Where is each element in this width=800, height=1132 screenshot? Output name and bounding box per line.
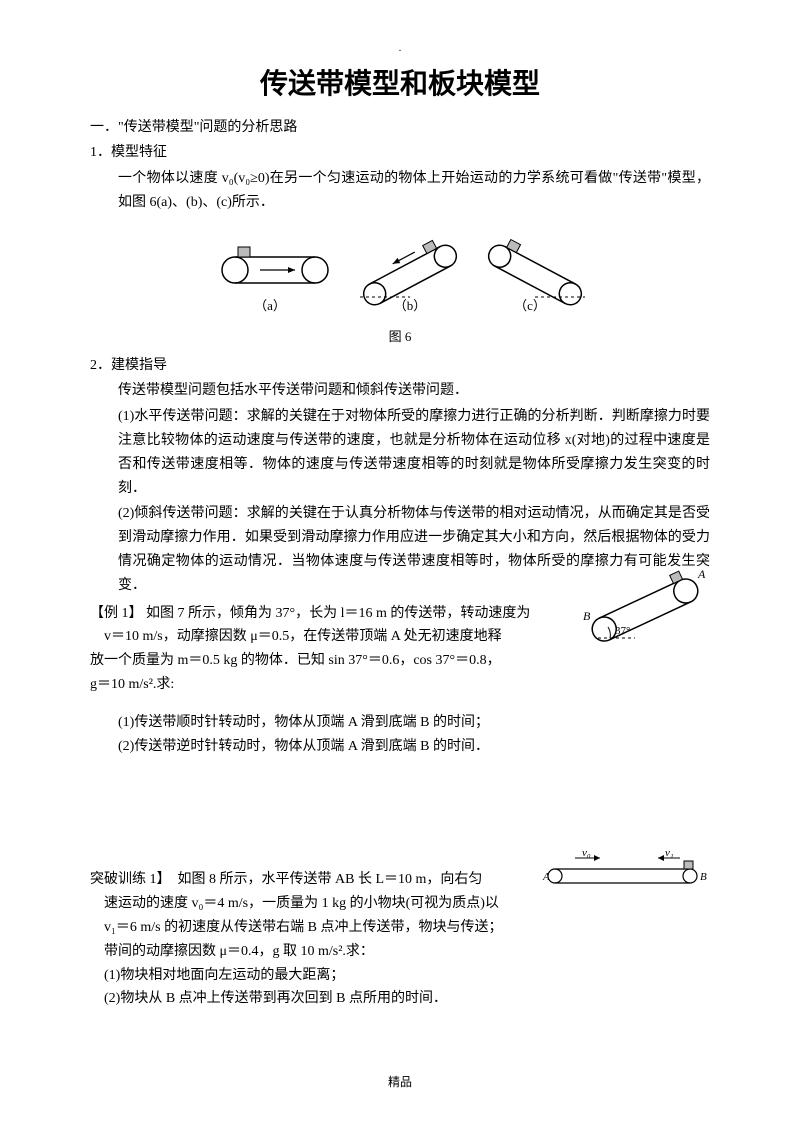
page-dot: .	[399, 40, 402, 57]
example-1-label: 【例 1】	[90, 606, 143, 621]
fig7-B: B	[583, 609, 591, 623]
fig8-v0: v₀	[582, 848, 591, 859]
section-1-2-p1: (1)水平传送带问题：求解的关键在于对物体所受的摩擦力进行正确的分析判断．判断摩…	[90, 405, 710, 500]
fig7-A: A	[697, 567, 706, 581]
fig6-label-a: （a）	[254, 298, 286, 313]
example-1-q1: (1)传送带顺时针转动时，物体从顶端 A 滑到底端 B 的时间；	[90, 711, 710, 735]
figure-6: （a） （b） （c）	[90, 225, 710, 324]
training-1-q1: (1)物块相对地面向左运动的最大距离；	[90, 964, 710, 988]
figure-6-caption: 图 6	[90, 326, 710, 348]
fig8-A: A	[542, 871, 550, 883]
fig8-v1: v₁	[665, 848, 674, 859]
fig6-label-c: （c）	[514, 298, 546, 313]
figure-8: v₀ v₁ A B	[540, 848, 710, 902]
example-1-line4: g＝10 m/s².求:	[90, 673, 710, 697]
example-1-q2: (2)传送带逆时针转动时，物体从顶端 A 滑到底端 B 的时间．	[90, 735, 710, 759]
fig8-B: B	[700, 871, 707, 883]
figure-7: A B 37°	[580, 560, 710, 659]
fig7-angle: 37°	[615, 625, 630, 637]
main-title: 传送带模型和板块模型	[90, 60, 710, 108]
section-1-1-body: 一个物体以速度 v₀(v₀≥0)在另一个匀速运动的物体上开始运动的力学系统可看做…	[90, 167, 710, 215]
page-footer: 精品	[388, 1072, 412, 1092]
section-1-2-intro: 传送带模型问题包括水平传送带问题和倾斜传送带问题．	[90, 379, 710, 403]
training-1-line3: v₁＝6 m/s 的初速度从传送带右端 B 点冲上传送带，物块与传送；	[90, 916, 710, 940]
section-1-1-heading: 1．模型特征	[90, 141, 710, 165]
section-1-2-heading: 2．建模指导	[90, 354, 710, 378]
section-1-heading: 一．"传送带模型"问题的分析思路	[90, 116, 710, 140]
example-1-line1: 如图 7 所示，倾角为 37°，长为 l＝16 m 的传送带，转动速度为	[146, 606, 530, 621]
training-1-line4: 带间的动摩擦因数 μ＝0.4，g 取 10 m/s².求：	[90, 940, 710, 964]
training-1-label: 突破训练 1】	[90, 872, 164, 887]
training-1-line1: 如图 8 所示，水平传送带 AB 长 L＝10 m，向右匀	[178, 872, 483, 887]
fig6-label-b: （b）	[394, 298, 427, 313]
training-1-q2: (2)物块从 B 点冲上传送带到再次回到 B 点所用的时间．	[90, 987, 710, 1011]
